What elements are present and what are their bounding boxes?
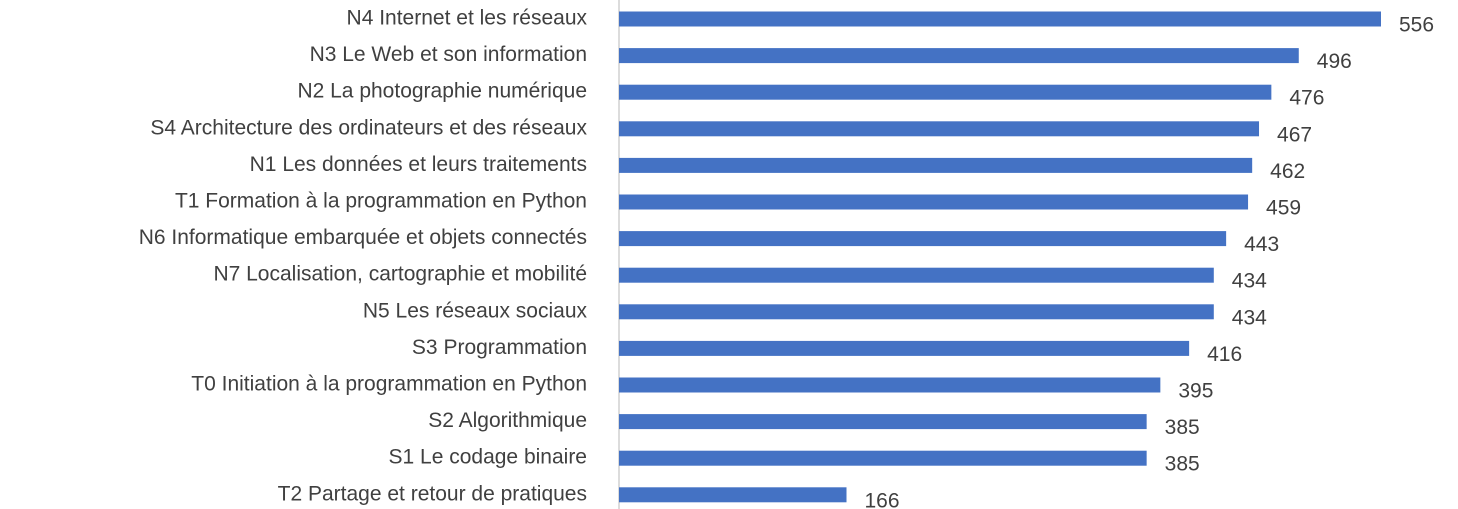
category-label: N7 Localisation, cartographie et mobilit… — [213, 263, 587, 286]
bar — [619, 121, 1260, 137]
bar — [619, 414, 1147, 430]
bar — [619, 340, 1190, 356]
value-label: 434 — [1232, 270, 1267, 293]
bar — [619, 267, 1214, 283]
value-label: 443 — [1244, 233, 1279, 256]
bar — [619, 84, 1272, 100]
value-label: 416 — [1207, 343, 1242, 366]
category-label: N2 La photographie numérique — [297, 80, 587, 103]
value-label: 385 — [1165, 453, 1200, 476]
category-label: S2 Algorithmique — [428, 409, 587, 432]
category-label: S3 Programmation — [412, 336, 587, 359]
category-label: N6 Informatique embarquée et objets conn… — [139, 226, 587, 249]
bar — [619, 157, 1253, 173]
value-label: 462 — [1270, 160, 1305, 183]
category-label: S4 Architecture des ordinateurs et des r… — [150, 116, 587, 139]
value-label: 166 — [865, 489, 900, 509]
bar — [619, 194, 1249, 210]
bar — [619, 231, 1227, 247]
category-label: N5 Les réseaux sociaux — [363, 299, 588, 322]
value-label: 496 — [1317, 50, 1352, 73]
category-label: S1 Le codage binaire — [389, 446, 588, 469]
category-label: N3 Le Web et son information — [310, 43, 587, 66]
bar — [619, 450, 1147, 466]
value-label: 556 — [1399, 14, 1434, 37]
bar — [619, 304, 1214, 320]
bar — [619, 48, 1299, 64]
category-label: N1 Les données et leurs traitements — [250, 153, 587, 176]
value-label: 467 — [1277, 123, 1312, 146]
bar — [619, 487, 847, 503]
value-label: 395 — [1178, 380, 1213, 403]
value-label: 459 — [1266, 197, 1301, 220]
value-label: 434 — [1232, 306, 1267, 329]
category-label: T1 Formation à la programmation en Pytho… — [175, 190, 587, 213]
bar — [619, 11, 1381, 27]
category-label: N4 Internet et les réseaux — [347, 7, 588, 30]
bar — [619, 377, 1161, 393]
category-label: T0 Initiation à la programmation en Pyth… — [191, 373, 587, 396]
value-label: 385 — [1165, 416, 1200, 439]
category-label: T2 Partage et retour de pratiques — [278, 482, 587, 505]
value-label: 476 — [1289, 87, 1324, 110]
